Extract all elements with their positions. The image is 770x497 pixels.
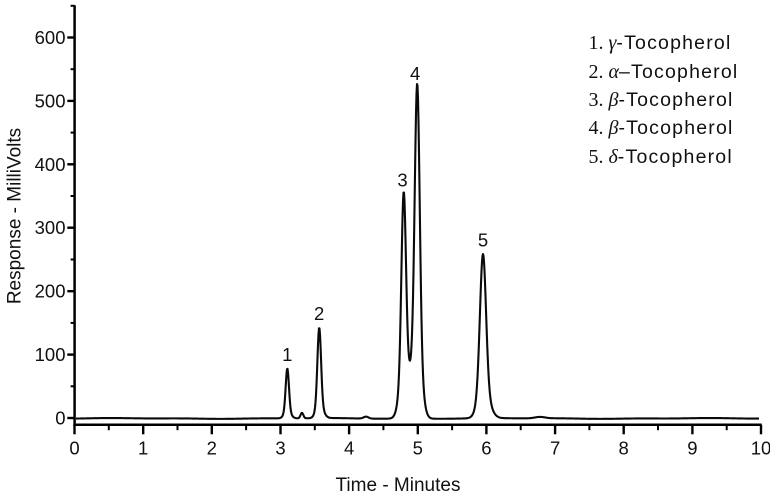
svg-text:3: 3 xyxy=(397,170,407,191)
svg-text:1: 1 xyxy=(282,344,292,365)
svg-text:10: 10 xyxy=(751,438,770,459)
svg-text:300: 300 xyxy=(35,217,66,238)
svg-text:5: 5 xyxy=(413,438,423,459)
svg-text:1. γ-Tocopherol: 1. γ-Tocopherol xyxy=(589,32,732,54)
svg-text:2: 2 xyxy=(314,303,324,324)
svg-text:Response - MilliVolts: Response - MilliVolts xyxy=(5,128,26,304)
svg-text:500: 500 xyxy=(35,90,66,111)
svg-text:7: 7 xyxy=(550,438,560,459)
svg-text:5: 5 xyxy=(478,230,488,251)
svg-text:6: 6 xyxy=(481,438,491,459)
svg-text:4: 4 xyxy=(410,63,420,84)
svg-text:0: 0 xyxy=(55,408,65,429)
svg-text:2. α–Tocopherol: 2. α–Tocopherol xyxy=(589,61,739,83)
svg-text:3: 3 xyxy=(275,438,285,459)
svg-text:3. β-Tocopherol: 3. β-Tocopherol xyxy=(589,89,734,111)
svg-text:600: 600 xyxy=(35,27,66,48)
svg-text:4. β-Tocopherol: 4. β-Tocopherol xyxy=(589,117,734,139)
svg-text:Time - Minutes: Time - Minutes xyxy=(336,475,461,496)
svg-text:5. δ-Tocopherol: 5. δ-Tocopherol xyxy=(589,146,733,168)
svg-text:0: 0 xyxy=(69,438,79,459)
svg-text:200: 200 xyxy=(35,281,66,302)
svg-text:9: 9 xyxy=(687,438,697,459)
svg-text:2: 2 xyxy=(207,438,217,459)
svg-text:8: 8 xyxy=(619,438,629,459)
svg-text:4: 4 xyxy=(344,438,354,459)
svg-text:100: 100 xyxy=(35,344,66,365)
svg-text:1: 1 xyxy=(138,438,148,459)
svg-text:400: 400 xyxy=(35,154,66,175)
